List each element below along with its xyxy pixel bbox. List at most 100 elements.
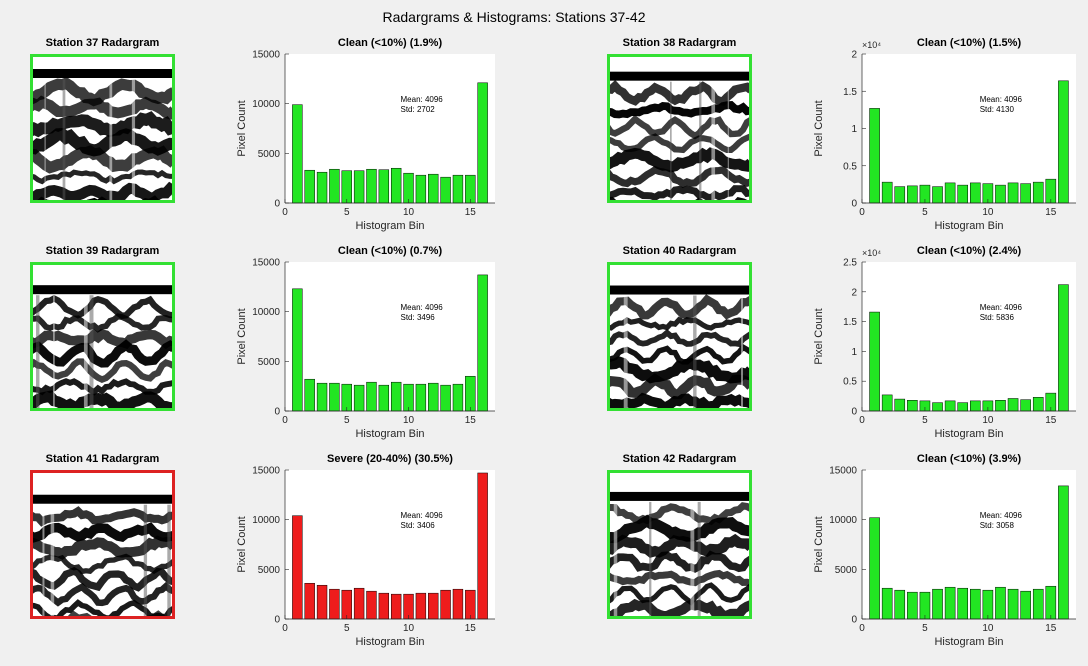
bar: [1033, 589, 1043, 619]
bar: [342, 171, 352, 203]
bar: [305, 170, 315, 203]
bar: [292, 289, 302, 411]
bar: [983, 590, 993, 619]
bar: [895, 590, 905, 619]
bar: [1021, 184, 1031, 203]
plot-area: [862, 54, 1076, 203]
bar: [305, 583, 315, 619]
bar: [1021, 591, 1031, 619]
bar: [882, 588, 892, 619]
x-tick-label: 15: [1045, 623, 1057, 634]
bar: [870, 108, 880, 203]
y-tick-label: 5000: [258, 357, 281, 368]
radargram-title: Station 40 Radargram: [623, 245, 737, 257]
x-tick-label: 5: [344, 415, 350, 426]
y-axis-label: Pixel Count: [236, 100, 248, 156]
bar: [416, 175, 426, 203]
bar: [354, 171, 364, 203]
x-tick-label: 10: [982, 415, 994, 426]
bar: [970, 589, 980, 619]
bar: [367, 382, 377, 411]
x-tick-label: 10: [403, 207, 415, 218]
y-tick-label: 0.5: [843, 377, 857, 388]
y-tick-label: 5000: [258, 149, 281, 160]
y-tick-label: 5000: [258, 565, 281, 576]
x-tick-label: 5: [344, 623, 350, 634]
bar: [932, 589, 942, 619]
bar: [354, 385, 364, 411]
bar: [441, 590, 451, 619]
bar: [317, 383, 327, 411]
bar: [1033, 182, 1043, 203]
annotation: Std: 3496: [401, 313, 436, 322]
figure: Radargrams & Histograms: Stations 37-42 …: [0, 0, 1088, 666]
bar: [367, 169, 377, 203]
x-axis-label: Histogram Bin: [355, 220, 424, 232]
y-tick-label: 10000: [252, 307, 280, 318]
bar: [907, 592, 917, 619]
bar: [958, 588, 968, 619]
bar: [895, 187, 905, 203]
x-tick-label: 10: [982, 207, 994, 218]
annotation: Mean: 4096: [401, 95, 444, 104]
bar: [882, 182, 892, 203]
bar: [995, 587, 1005, 619]
bar: [404, 173, 414, 203]
bar: [958, 185, 968, 203]
x-tick-label: 15: [1045, 415, 1057, 426]
annotation: Std: 5836: [980, 313, 1015, 322]
x-tick-label: 5: [922, 415, 928, 426]
y-axis-label: Pixel Count: [236, 308, 248, 364]
bar: [416, 593, 426, 619]
surface-band: [30, 69, 175, 78]
bar: [945, 183, 955, 203]
y-tick-label: 10000: [829, 515, 857, 526]
bar: [1033, 397, 1043, 411]
bar: [416, 384, 426, 411]
bar: [465, 376, 475, 411]
x-axis-label: Histogram Bin: [355, 636, 424, 648]
bar: [453, 175, 463, 203]
bar: [920, 592, 930, 619]
y-tick-label: 15000: [829, 466, 857, 477]
bar: [478, 83, 488, 203]
bar: [465, 175, 475, 203]
y-axis-label: Pixel Count: [813, 100, 825, 156]
x-tick-label: 5: [344, 207, 350, 218]
bar: [428, 593, 438, 619]
chart-title: Severe (20-40%) (30.5%): [327, 453, 453, 465]
surface-band: [607, 72, 752, 81]
x-axis-label: Histogram Bin: [934, 636, 1003, 648]
y-tick-label: 15000: [252, 466, 280, 477]
bar: [342, 384, 352, 411]
bar: [354, 588, 364, 619]
x-tick-label: 15: [1045, 207, 1057, 218]
plot-area: [862, 470, 1076, 619]
y-tick-label: 5000: [835, 565, 858, 576]
bar: [292, 105, 302, 203]
bar: [379, 593, 389, 619]
bar: [453, 589, 463, 619]
chart-title: Clean (<10%) (1.5%): [917, 37, 1022, 49]
bar: [995, 400, 1005, 411]
surface-band: [607, 286, 752, 295]
plot-area: [862, 262, 1076, 411]
chart-title: Clean (<10%) (2.4%): [917, 245, 1022, 257]
surface-band: [30, 495, 175, 504]
bar: [870, 518, 880, 619]
y-tick-label: 15000: [252, 50, 280, 61]
bar: [329, 383, 339, 411]
y-tick-label: 15000: [252, 258, 280, 269]
annotation: Mean: 4096: [401, 303, 444, 312]
y-tick-label: 10000: [252, 99, 280, 110]
x-tick-label: 0: [859, 415, 865, 426]
bar: [882, 395, 892, 411]
y-tick-label: 0: [274, 199, 280, 210]
bar: [970, 401, 980, 411]
bar: [329, 589, 339, 619]
bar: [945, 587, 955, 619]
x-tick-label: 5: [922, 623, 928, 634]
x-tick-label: 0: [282, 415, 288, 426]
bar: [465, 590, 475, 619]
bar: [317, 172, 327, 203]
